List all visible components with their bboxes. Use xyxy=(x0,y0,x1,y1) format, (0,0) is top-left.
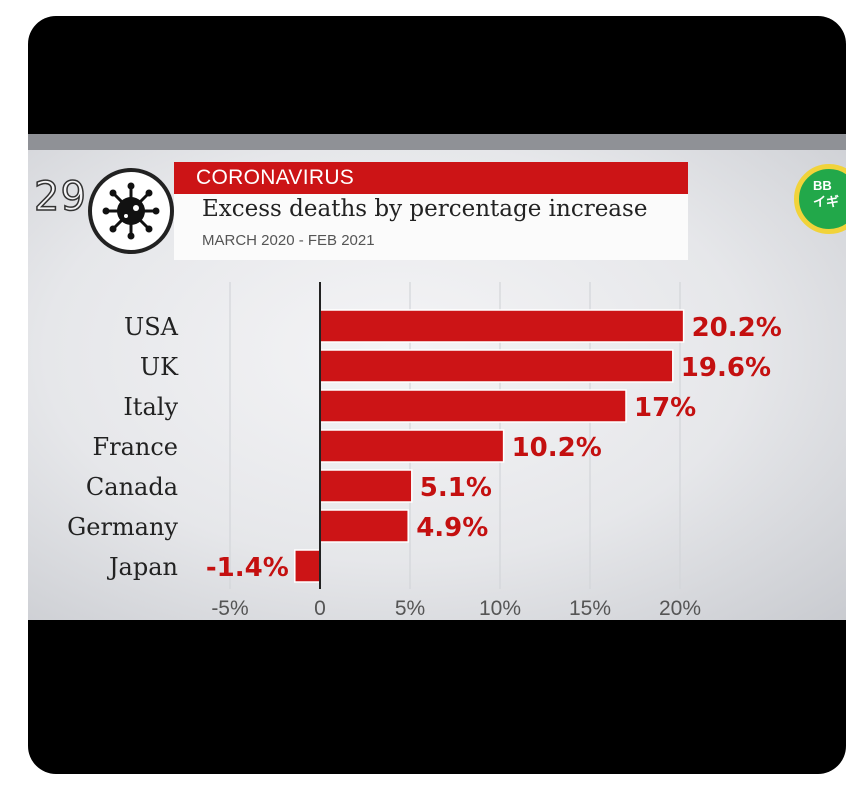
category-bar: CORONAVIRUS xyxy=(174,162,688,194)
bar xyxy=(319,309,685,343)
title-block: CORONAVIRUS Excess deaths by percentage … xyxy=(174,162,688,260)
x-tick-label: -5% xyxy=(211,597,248,620)
value-label: 17% xyxy=(634,393,696,423)
logo-line-1: BB xyxy=(813,178,832,193)
bar xyxy=(319,469,413,503)
chart-subtitle: MARCH 2020 - FEB 2021 xyxy=(202,232,375,249)
bar xyxy=(319,509,409,543)
bar xyxy=(319,429,505,463)
category-label: UK xyxy=(140,353,179,381)
x-tick-label: 15% xyxy=(569,597,611,620)
category-label: Italy xyxy=(123,393,178,421)
x-tick-label: 20% xyxy=(659,597,701,620)
logo-line-2: イギ xyxy=(813,194,840,209)
bar-chart: USA 20.2% UK 19.6% Italy 17% France 10.2% Canada… xyxy=(67,282,782,620)
channel-logo-text: BB イギ xyxy=(813,178,839,210)
virus-icon xyxy=(102,182,160,240)
x-tick-label: 0 xyxy=(314,597,326,620)
category-label: CORONAVIRUS xyxy=(196,166,355,189)
episode-number: 29 xyxy=(33,173,87,221)
category-label: France xyxy=(92,433,178,461)
x-tick-label: 10% xyxy=(479,597,521,620)
bar xyxy=(319,389,627,423)
value-label: 10.2% xyxy=(512,433,602,463)
value-label: 4.9% xyxy=(416,513,488,543)
channel-logo: BB イギ xyxy=(794,164,846,234)
value-label: 20.2% xyxy=(692,313,782,343)
bar xyxy=(319,349,674,383)
category-label: Canada xyxy=(86,473,178,501)
bar xyxy=(294,549,321,583)
tv-screen: 29 xyxy=(28,134,846,620)
category-label: USA xyxy=(124,313,179,341)
category-label: Japan xyxy=(106,553,178,581)
image-frame: 29 xyxy=(28,16,846,774)
screen-top-bar xyxy=(28,134,846,150)
x-tick-label: 5% xyxy=(395,597,425,620)
value-label: -1.4% xyxy=(206,553,289,583)
title-panel: Excess deaths by percentage increase MAR… xyxy=(174,194,688,260)
chart-title: Excess deaths by percentage increase xyxy=(202,196,648,222)
virus-badge xyxy=(88,168,174,254)
value-label: 19.6% xyxy=(681,353,771,383)
value-label: 5.1% xyxy=(420,473,492,503)
category-label: Germany xyxy=(67,513,178,541)
